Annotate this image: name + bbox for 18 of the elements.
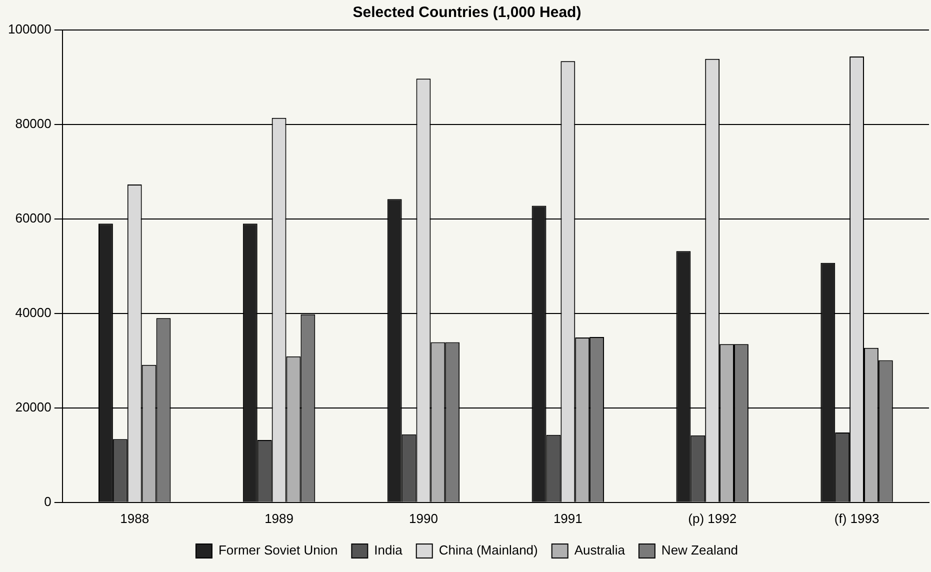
legend-label: New Zealand <box>661 542 738 558</box>
x-tick-label: 1990 <box>409 510 438 526</box>
x-tick-label: (f) 1993 <box>834 510 880 526</box>
x-tick-label: 1991 <box>553 510 582 526</box>
x-tick-label: 1988 <box>120 510 150 526</box>
y-tick-label: 0 <box>44 494 52 509</box>
y-tick-label: 60000 <box>15 210 52 226</box>
y-tick-label: 20000 <box>15 400 52 414</box>
y-tick-label: 80000 <box>15 116 52 132</box>
chart-title: Selected Countries (1,000 Head) <box>352 4 582 22</box>
legend-label: Australia <box>574 542 626 558</box>
legend-label: Former Soviet Union <box>218 542 338 558</box>
legend-label: China (Mainland) <box>438 542 538 558</box>
x-tick-label: (p) 1992 <box>688 510 737 526</box>
y-tick-label: 40000 <box>15 305 52 320</box>
legend-label: India <box>374 542 404 558</box>
y-tick-label: 100000 <box>8 22 52 37</box>
x-tick-label: 1989 <box>264 510 294 526</box>
